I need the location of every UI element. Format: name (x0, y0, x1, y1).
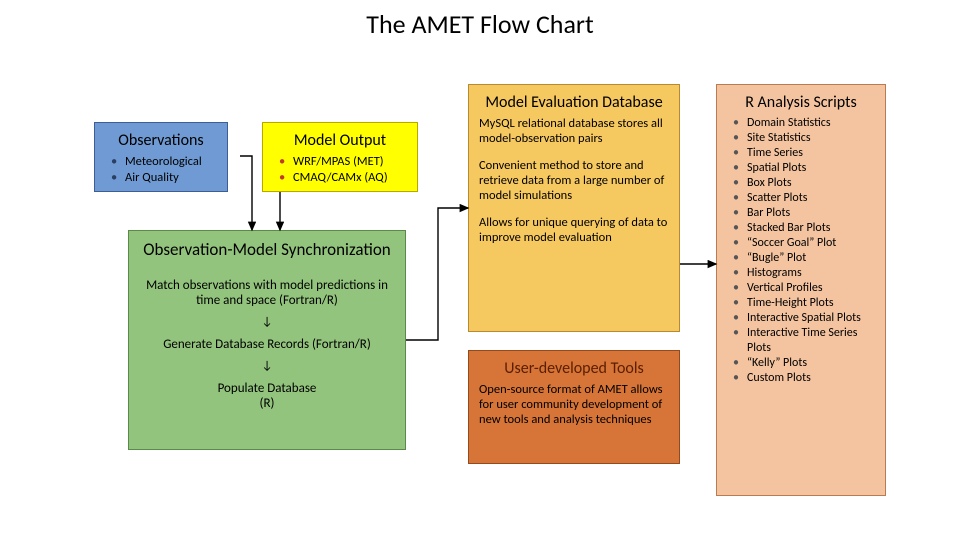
node-user-tools-body: Open-source format of AMET allows for us… (479, 382, 669, 427)
node-model-output: Model Output • WRF/MPAS (MET)• CMAQ/CAMx… (262, 122, 418, 192)
paragraph: Allows for unique querying of data to im… (479, 215, 669, 245)
node-user-tools: User-developed Tools Open-source format … (468, 350, 680, 464)
list-item: • Custom Plots (747, 371, 875, 386)
node-sync-steps: Match observations with model prediction… (139, 278, 395, 411)
list-item: • WRF/MPAS (MET) (293, 154, 407, 170)
page-title: The AMET Flow Chart (0, 8, 960, 40)
paragraph: Open-source format of AMET allows for us… (479, 382, 669, 427)
list-item: • “Soccer Goal” Plot (747, 236, 875, 251)
list-item: • Vertical Profiles (747, 281, 875, 296)
node-observations: Observations • Meteorological• Air Quali… (94, 122, 228, 192)
list-item: • Time-Height Plots (747, 296, 875, 311)
node-sync-title: Observation-Model Synchronization (139, 239, 395, 260)
node-r-scripts: R Analysis Scripts • Domain Statistics• … (716, 84, 886, 496)
node-r-scripts-title: R Analysis Scripts (727, 93, 875, 112)
sync-step: Match observations with model prediction… (139, 278, 395, 308)
node-observations-title: Observations (105, 131, 217, 150)
list-item: • CMAQ/CAMx (AQ) (293, 170, 407, 186)
node-model-output-title: Model Output (273, 131, 407, 150)
node-model-output-list: • WRF/MPAS (MET)• CMAQ/CAMx (AQ) (273, 154, 407, 185)
list-item: • “Kelly” Plots (747, 356, 875, 371)
list-item: • Interactive Time Series Plots (747, 326, 875, 356)
node-r-scripts-list: • Domain Statistics• Site Statistics• Ti… (727, 116, 875, 386)
list-item: • Site Statistics (747, 131, 875, 146)
list-item: • “Bugle” Plot (747, 251, 875, 266)
node-database-body: MySQL relational database stores all mod… (479, 116, 669, 245)
node-sync: Observation-Model Synchronization Match … (128, 230, 406, 450)
list-item: • Spatial Plots (747, 161, 875, 176)
node-database-title: Model Evaluation Database (479, 93, 669, 112)
sync-step: Populate Database(R) (139, 381, 395, 411)
edge-sync-to-db (406, 208, 468, 340)
list-item: • Air Quality (125, 170, 217, 186)
paragraph: MySQL relational database stores all mod… (479, 116, 669, 146)
down-arrow-icon: ↓ (139, 320, 395, 325)
list-item: • Interactive Spatial Plots (747, 311, 875, 326)
list-item: • Histograms (747, 266, 875, 281)
node-user-tools-title: User-developed Tools (479, 359, 669, 378)
list-item: • Time Series (747, 146, 875, 161)
list-item: • Scatter Plots (747, 191, 875, 206)
node-database: Model Evaluation Database MySQL relation… (468, 84, 680, 332)
node-observations-list: • Meteorological• Air Quality (105, 154, 217, 185)
list-item: • Box Plots (747, 176, 875, 191)
list-item: • Bar Plots (747, 206, 875, 221)
down-arrow-icon: ↓ (139, 364, 395, 369)
sync-step: Generate Database Records (Fortran/R) (139, 337, 395, 352)
list-item: • Domain Statistics (747, 116, 875, 131)
edge-obs-to-sync (240, 156, 252, 230)
paragraph: Convenient method to store and retrieve … (479, 158, 669, 203)
list-item: • Meteorological (125, 154, 217, 170)
list-item: • Stacked Bar Plots (747, 221, 875, 236)
